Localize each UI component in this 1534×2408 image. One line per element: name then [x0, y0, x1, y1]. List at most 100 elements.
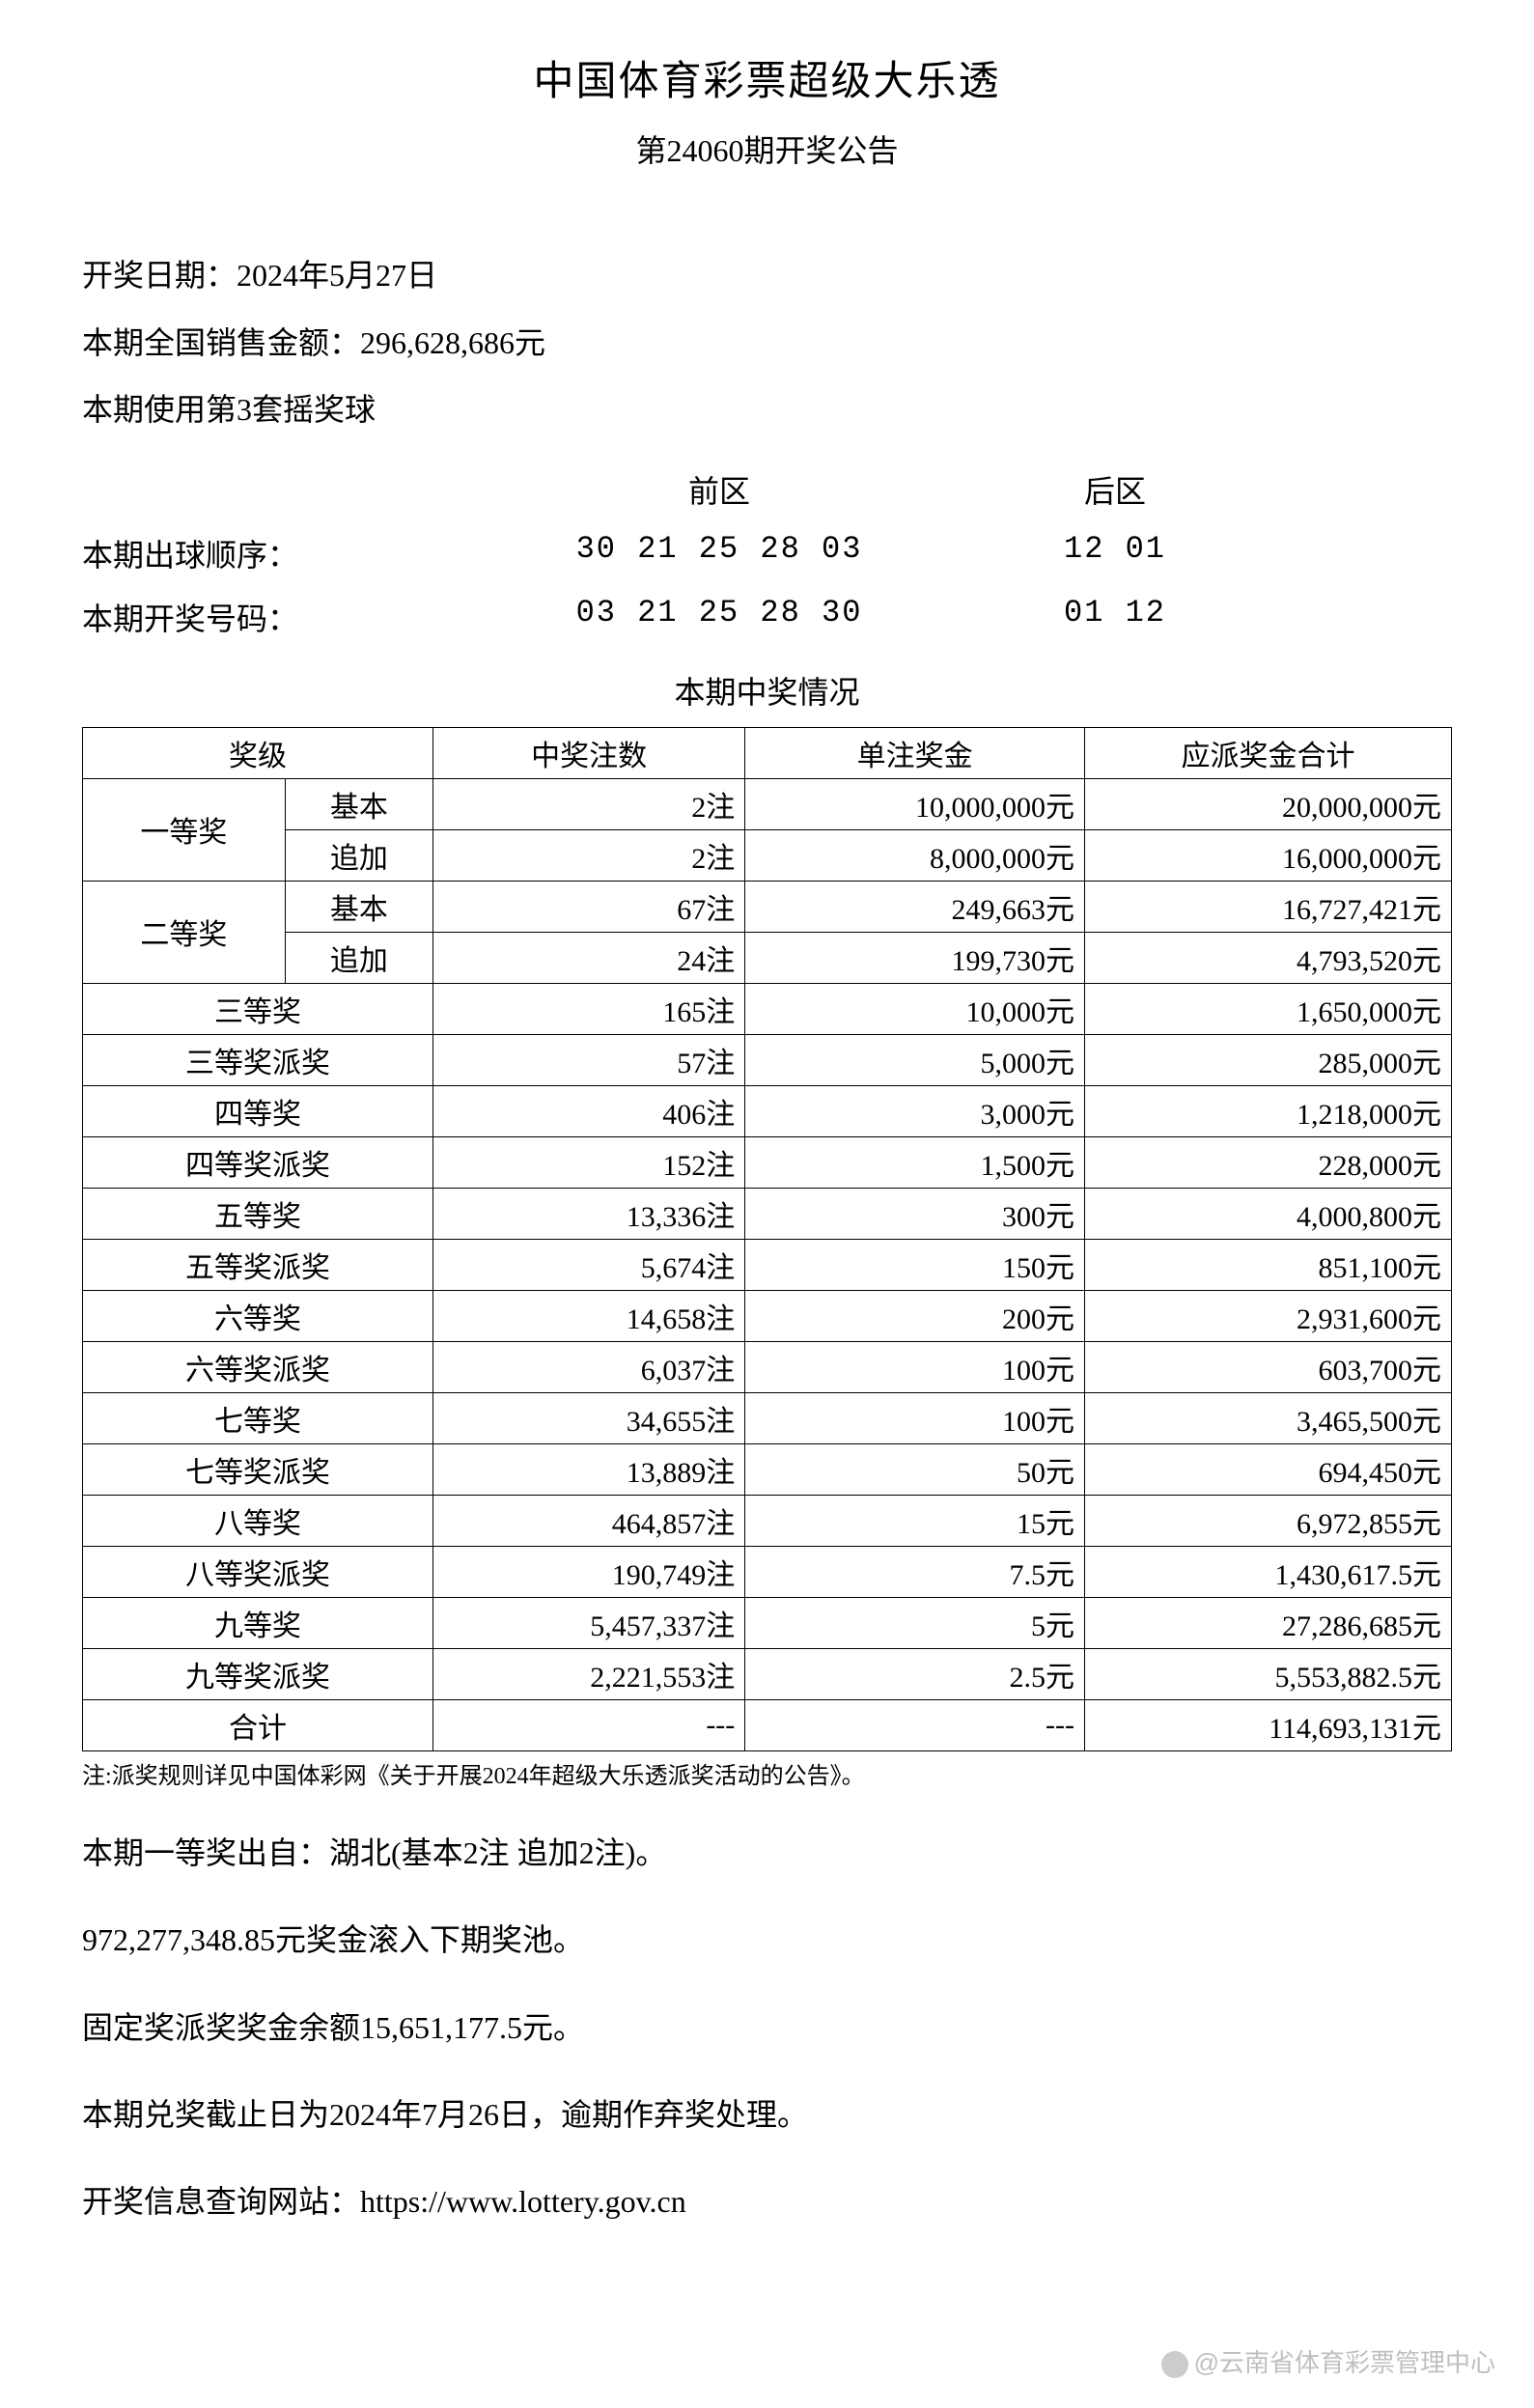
prize-total: 2,931,600元 [1084, 1290, 1451, 1341]
winning-label: 本期开奖号码： [82, 595, 488, 639]
back-area-label: 后区 [951, 467, 1279, 512]
table-row: 追加 24注 199,730元 4,793,520元 [83, 932, 1452, 983]
prize-name: 五等奖 [83, 1188, 433, 1239]
prize-per: 15元 [745, 1495, 1085, 1546]
draw-order-back: 12 01 [951, 531, 1279, 575]
watermark: @云南省体育彩票管理中心 [1161, 2343, 1495, 2379]
footer-line-5: 开奖信息查询网站：https://www.lottery.gov.cn [82, 2168, 1452, 2235]
prize-name: 六等奖派奖 [83, 1341, 433, 1392]
winning-front: 03 21 25 28 30 [488, 595, 951, 639]
table-row: 六等奖派奖6,037注100元603,700元 [83, 1341, 1452, 1392]
prize-count: 165注 [433, 983, 745, 1034]
prize-per: 1,500元 [745, 1136, 1085, 1188]
draw-order-row: 本期出球顺序： 30 21 25 28 03 12 01 [82, 531, 1452, 575]
table-row: 二等奖 基本 67注 249,663元 16,727,421元 [83, 881, 1452, 932]
total-total: 114,693,131元 [1084, 1699, 1451, 1750]
prize-per: 300元 [745, 1188, 1085, 1239]
prize-total: 3,465,500元 [1084, 1392, 1451, 1443]
prize-count: 5,674注 [433, 1239, 745, 1290]
numbers-header-row: 前区 后区 [82, 467, 1452, 512]
footer-section: 本期一等奖出自：湖北(基本2注 追加2注)。 972,277,348.85元奖金… [82, 1819, 1452, 2236]
total-name: 合计 [83, 1699, 433, 1750]
header-per-prize: 单注奖金 [745, 727, 1085, 778]
table-row: 八等奖464,857注15元6,972,855元 [83, 1495, 1452, 1546]
footer-line-4: 本期兑奖截止日为2024年7月26日，逾期作弃奖处理。 [82, 2081, 1452, 2148]
prize-count: 152注 [433, 1136, 745, 1188]
first-extra-total: 16,000,000元 [1084, 829, 1451, 881]
prize-per: 5,000元 [745, 1034, 1085, 1085]
prize-per: 2.5元 [745, 1648, 1085, 1699]
first-extra-per: 8,000,000元 [745, 829, 1085, 881]
prize-total: 4,000,800元 [1084, 1188, 1451, 1239]
first-basic-label: 基本 [285, 778, 432, 829]
watermark-icon [1161, 2351, 1188, 2378]
prize-total: 5,553,882.5元 [1084, 1648, 1451, 1699]
prize-count: 57注 [433, 1034, 745, 1085]
first-basic-count: 2注 [433, 778, 745, 829]
prize-count: 406注 [433, 1085, 745, 1136]
prize-per: 50元 [745, 1443, 1085, 1495]
total-per: --- [745, 1699, 1085, 1750]
note-text: 注:派奖规则详见中国体彩网《关于开展2024年超级大乐透派奖活动的公告》。 [82, 1756, 1452, 1790]
prize-per: 3,000元 [745, 1085, 1085, 1136]
prize-table: 奖级 中奖注数 单注奖金 应派奖金合计 一等奖 基本 2注 10,000,000… [82, 727, 1452, 1751]
prize-count: 190,749注 [433, 1546, 745, 1597]
prize-total: 6,972,855元 [1084, 1495, 1451, 1546]
second-basic-count: 67注 [433, 881, 745, 932]
table-row: 九等奖派奖2,221,553注2.5元5,553,882.5元 [83, 1648, 1452, 1699]
table-row: 一等奖 基本 2注 10,000,000元 20,000,000元 [83, 778, 1452, 829]
prize-total: 285,000元 [1084, 1034, 1451, 1085]
draw-order-front: 30 21 25 28 03 [488, 531, 951, 575]
prize-per: 7.5元 [745, 1546, 1085, 1597]
prize-total: 694,450元 [1084, 1443, 1451, 1495]
prize-count: 34,655注 [433, 1392, 745, 1443]
prize-name: 四等奖派奖 [83, 1136, 433, 1188]
first-extra-count: 2注 [433, 829, 745, 881]
prize-per: 10,000元 [745, 983, 1085, 1034]
prize-name: 九等奖 [83, 1597, 433, 1648]
total-count: --- [433, 1699, 745, 1750]
prize-name: 七等奖 [83, 1392, 433, 1443]
footer-line-1: 本期一等奖出自：湖北(基本2注 追加2注)。 [82, 1819, 1452, 1887]
document-header: 中国体育彩票超级大乐透 第24060期开奖公告 [82, 48, 1452, 171]
ball-set: 本期使用第3套摇奖球 [82, 382, 1452, 438]
info-section: 开奖日期：2024年5月27日 本期全国销售金额：296,628,686元 本期… [82, 248, 1452, 438]
second-prize-name: 二等奖 [83, 881, 286, 983]
prize-total: 228,000元 [1084, 1136, 1451, 1188]
second-basic-per: 249,663元 [745, 881, 1085, 932]
footer-line-3: 固定奖派奖奖金余额15,651,177.5元。 [82, 1994, 1452, 2061]
prize-name: 七等奖派奖 [83, 1443, 433, 1495]
prize-count: 14,658注 [433, 1290, 745, 1341]
prize-count: 6,037注 [433, 1341, 745, 1392]
header-level: 奖级 [83, 727, 433, 778]
prize-total: 851,100元 [1084, 1239, 1451, 1290]
prize-name: 三等奖派奖 [83, 1034, 433, 1085]
prize-per: 100元 [745, 1392, 1085, 1443]
prize-count: 5,457,337注 [433, 1597, 745, 1648]
prize-name: 八等奖 [83, 1495, 433, 1546]
table-total-row: 合计 --- --- 114,693,131元 [83, 1699, 1452, 1750]
prize-total: 603,700元 [1084, 1341, 1451, 1392]
prize-name: 五等奖派奖 [83, 1239, 433, 1290]
prize-per: 5元 [745, 1597, 1085, 1648]
winning-numbers-row: 本期开奖号码： 03 21 25 28 30 01 12 [82, 595, 1452, 639]
sub-title: 第24060期开奖公告 [82, 126, 1452, 171]
prize-count: 13,336注 [433, 1188, 745, 1239]
table-row: 八等奖派奖190,749注7.5元1,430,617.5元 [83, 1546, 1452, 1597]
second-extra-total: 4,793,520元 [1084, 932, 1451, 983]
prize-total: 27,286,685元 [1084, 1597, 1451, 1648]
second-extra-count: 24注 [433, 932, 745, 983]
prize-section-title: 本期中奖情况 [82, 668, 1452, 713]
first-prize-name: 一等奖 [83, 778, 286, 881]
prize-name: 六等奖 [83, 1290, 433, 1341]
draw-order-label: 本期出球顺序： [82, 531, 488, 575]
second-extra-per: 199,730元 [745, 932, 1085, 983]
prize-per: 150元 [745, 1239, 1085, 1290]
prize-total: 1,218,000元 [1084, 1085, 1451, 1136]
prize-per: 100元 [745, 1341, 1085, 1392]
draw-date: 开奖日期：2024年5月27日 [82, 248, 1452, 304]
winning-back: 01 12 [951, 595, 1279, 639]
prize-per: 200元 [745, 1290, 1085, 1341]
table-row: 三等奖派奖57注5,000元285,000元 [83, 1034, 1452, 1085]
first-basic-total: 20,000,000元 [1084, 778, 1451, 829]
